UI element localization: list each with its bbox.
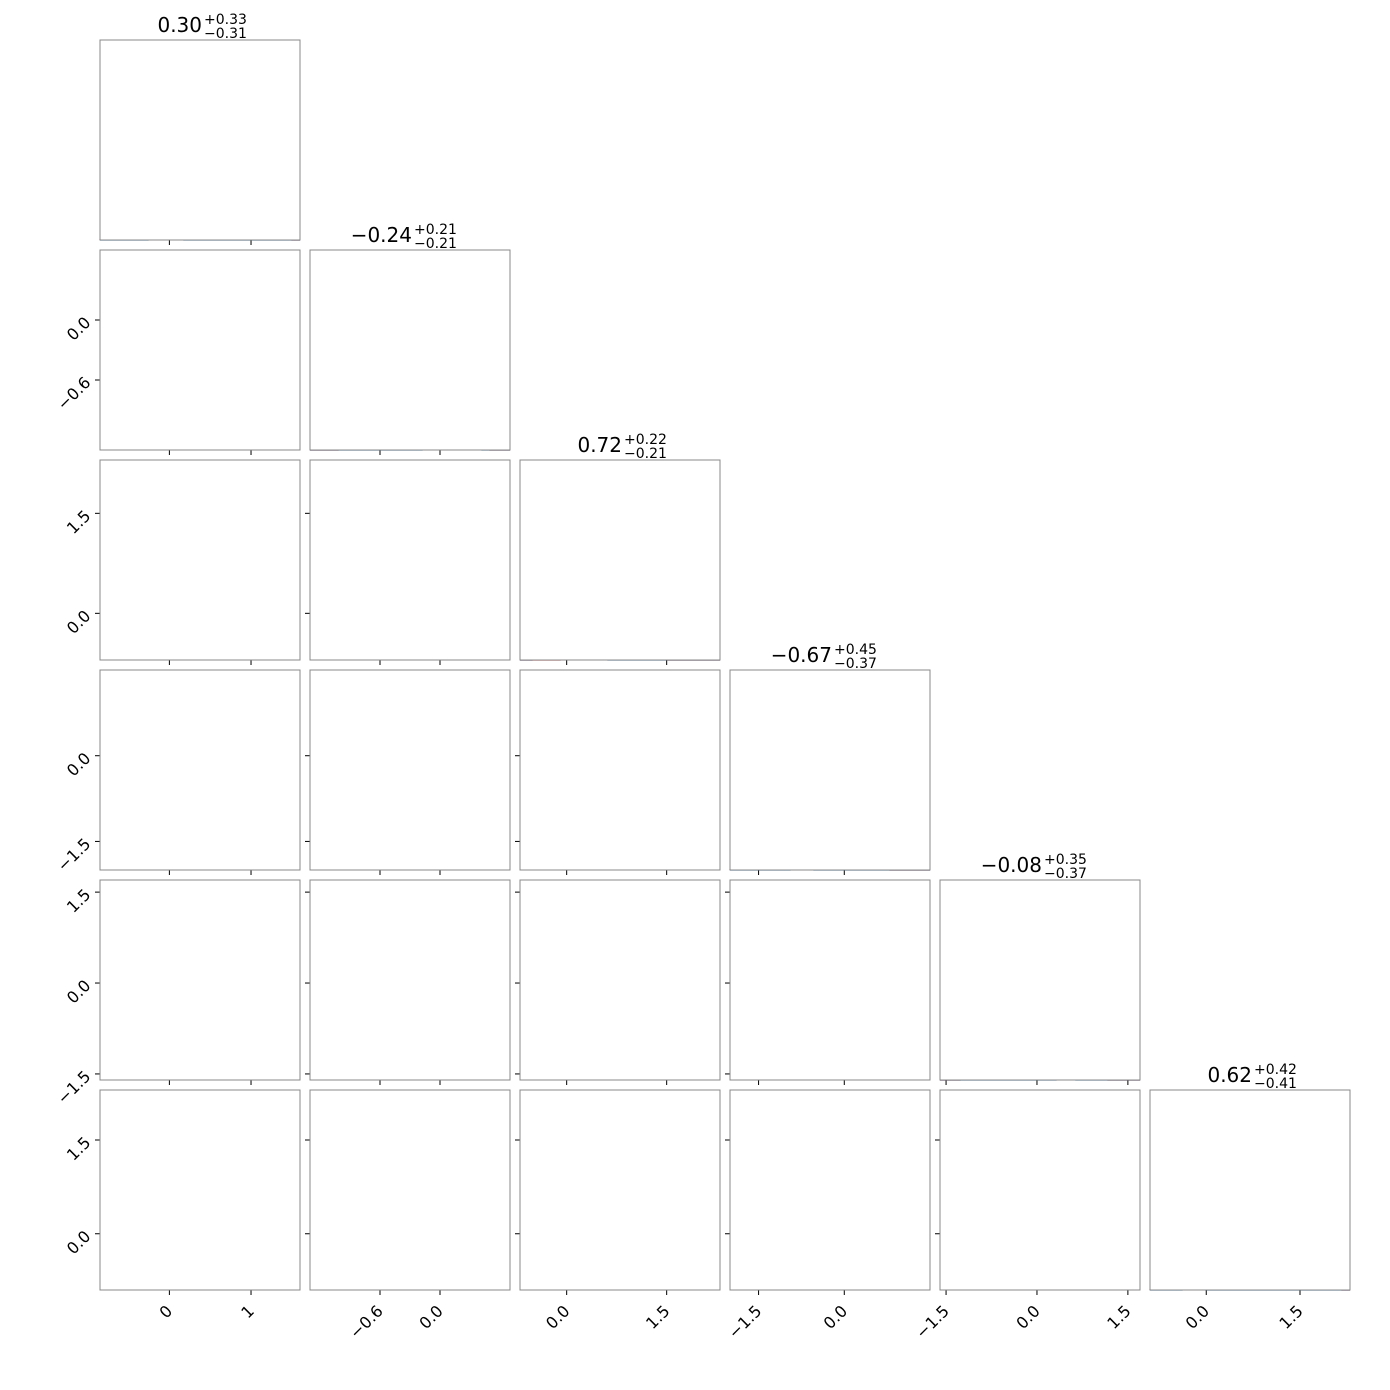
y-tick-label: 0.0: [63, 313, 94, 344]
panel-title-minus: −0.21: [624, 446, 667, 462]
x-tick-label: 0.0: [1012, 1301, 1043, 1332]
panel-title-minus: −0.37: [834, 656, 877, 672]
panel-frame: [729, 1089, 931, 1291]
y-tick-label: 0.0: [63, 1227, 94, 1258]
panel-title-plus: +0.45: [834, 642, 877, 658]
histogram-panel-1: −0.24 +0.21−0.21: [309, 222, 511, 455]
panel-title-minus: −0.37: [1044, 866, 1087, 882]
contour-panel-3-0: −1.5 0.0: [53, 669, 301, 875]
x-tick-label: 1.5: [642, 1301, 673, 1332]
contour-panel-5-4: −1.5 0.0 1.5: [912, 1089, 1141, 1342]
panel-title-plus: +0.35: [1044, 852, 1087, 868]
panel-title-plus: +0.33: [204, 12, 247, 28]
panel-frame: [519, 879, 721, 1081]
y-tick-label: −1.5: [53, 1067, 94, 1108]
panel-frame: [519, 669, 721, 871]
panel-frame: [729, 879, 931, 1081]
x-tick-label: 1.5: [1103, 1301, 1134, 1332]
y-tick-label: −1.5: [53, 834, 94, 875]
x-tick-label: −1.5: [724, 1301, 765, 1342]
contour-panel-3-2: [515, 669, 721, 875]
panel-title-value: −0.08: [981, 853, 1042, 877]
panel-frame: [1149, 1089, 1351, 1291]
y-tick-label: 0.0: [63, 976, 94, 1007]
panel-title-minus: −0.41: [1254, 1076, 1297, 1092]
panel-title-value: −0.24: [351, 223, 412, 247]
contour-panel-5-3: −1.5 0.0: [724, 1089, 931, 1342]
y-tick-label: 0.0: [63, 749, 94, 780]
panel-frame: [939, 1089, 1141, 1291]
x-tick-label: 0.0: [415, 1301, 446, 1332]
red-sample-point: [607, 872, 609, 874]
x-tick-label: 1: [237, 1301, 258, 1322]
contour-panel-4-1: [305, 879, 511, 1085]
panel-frame: [99, 669, 301, 871]
histogram-panel-3: −0.67 +0.45−0.37: [729, 642, 931, 875]
x-tick-label: 1.5: [1275, 1301, 1306, 1332]
y-tick-label: 1.5: [63, 1133, 94, 1164]
histogram-panel-0: 0.30 +0.33−0.31: [99, 12, 301, 245]
contour-panel-1-0: −0.6 0.0: [53, 249, 301, 455]
panel-frame: [99, 249, 301, 451]
contour-panel-4-3: [725, 879, 931, 1085]
contour-panel-5-2: 0.0 1.5: [515, 1089, 721, 1333]
panel-frame: [729, 669, 931, 871]
y-tick-label: 1.5: [63, 506, 94, 537]
contour-panel-5-1: −0.6 0.0: [305, 1089, 511, 1342]
panel-frame: [519, 1089, 721, 1291]
panel-frame: [309, 1089, 511, 1291]
y-tick-label: −0.6: [53, 373, 94, 414]
y-tick-label: 1.5: [63, 885, 94, 916]
panel-title-minus: −0.21: [414, 236, 457, 252]
histogram-panel-2: 0.72 +0.22−0.21: [519, 432, 721, 665]
panel-title-value: −0.67: [771, 643, 832, 667]
panel-title-value: 0.72: [577, 433, 622, 457]
contour-panel-4-0: −1.5 0.0 1.5: [53, 879, 301, 1108]
x-tick-label: 0.0: [542, 1301, 573, 1332]
panel-frame: [309, 669, 511, 871]
contour-panel-4-2: [515, 879, 721, 1085]
contour-panel-3-1: [305, 669, 511, 875]
panel-frame: [309, 459, 511, 661]
panel-frame: [99, 1089, 301, 1291]
x-tick-label: 0.0: [1182, 1301, 1213, 1332]
panel-title-value: 0.62: [1207, 1063, 1252, 1087]
panel-title-plus: +0.42: [1254, 1062, 1297, 1078]
panel-frame: [99, 879, 301, 1081]
contour-panel-2-0: 0.0 1.5: [63, 459, 301, 665]
panel-frame: [99, 39, 301, 241]
panel-title-value: 0.30: [157, 13, 202, 37]
histogram-panel-5: 0.62 +0.42−0.41 0.0 1.5: [1149, 1062, 1351, 1333]
x-tick-label: −0.6: [346, 1301, 387, 1342]
x-tick-label: 0: [156, 1301, 177, 1322]
panel-title-plus: +0.22: [624, 432, 667, 448]
panel-frame: [309, 879, 511, 1081]
panel-frame: [309, 249, 511, 451]
y-tick-label: 0.0: [63, 606, 94, 637]
panel-frame: [519, 459, 721, 661]
panel-frame: [99, 459, 301, 661]
x-tick-label: 0.0: [820, 1301, 851, 1332]
contour-panel-5-0: 0.0 1.5 0 1: [63, 1089, 301, 1322]
panel-title-minus: −0.31: [204, 26, 247, 42]
x-tick-label: −1.5: [912, 1301, 953, 1342]
histogram-panel-4: −0.08 +0.35−0.37: [939, 852, 1141, 1085]
panel-title-plus: +0.21: [414, 222, 457, 238]
panel-frame: [939, 879, 1141, 1081]
contour-panel-2-1: [305, 459, 511, 665]
